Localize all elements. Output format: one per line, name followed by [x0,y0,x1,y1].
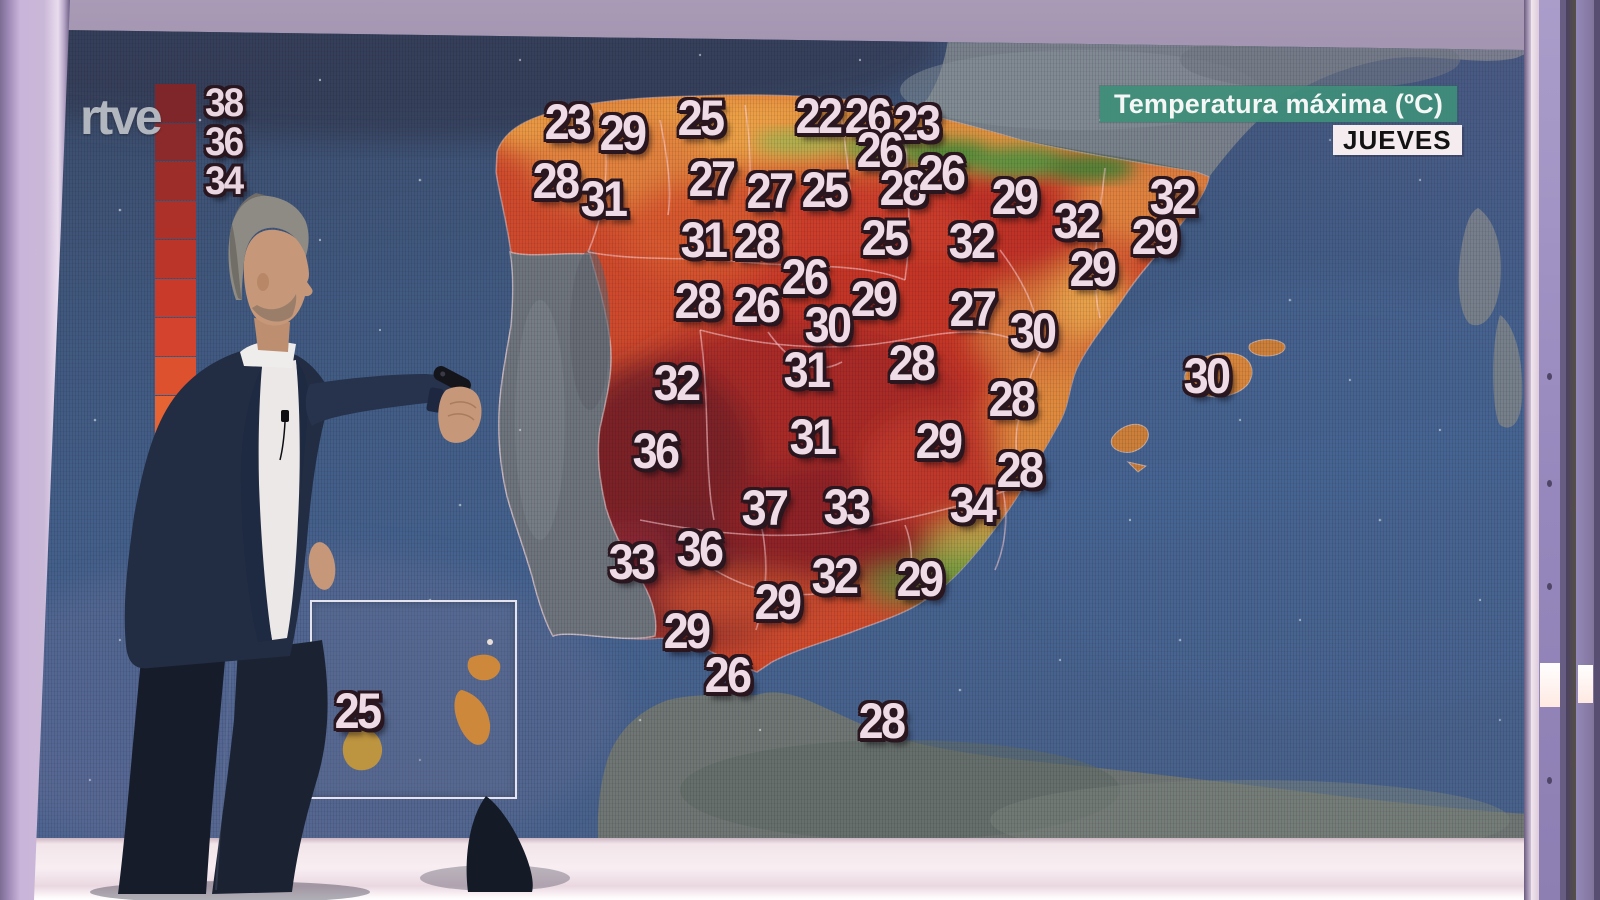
temp-label: 29 [663,603,711,659]
temp-label: 32 [1053,193,1101,249]
temp-label: 30 [804,297,852,353]
canary-islands-inset [310,600,517,799]
temp-label: 28 [733,213,781,269]
gran-canaria-island [342,728,383,771]
temp-label: 26 [918,145,966,201]
legend-scale-label: 34 [205,159,244,203]
temp-label: 26 [844,88,892,144]
temp-label: 33 [608,534,656,590]
temp-label: 30 [1009,303,1057,359]
temp-label: 29 [1069,241,1117,297]
heat-shading [496,95,1209,645]
light-reflection [1578,665,1593,703]
temp-label: 23 [544,94,592,150]
temp-label: 28 [674,273,722,329]
studio-right-column [1524,0,1600,900]
temp-label: 28 [858,693,906,749]
temp-label: 26 [856,122,904,178]
map-title-badge: Temperatura máxima (ºC) [1100,86,1458,122]
legend-color-step [155,123,196,161]
legend-color-step [155,84,196,122]
temp-label: 31 [680,212,728,268]
panel-rivet [1547,583,1552,590]
presenter-leg [212,640,328,894]
temp-label: 23 [893,95,941,151]
presenter-shirt [258,360,300,640]
temp-label: 29 [850,271,898,327]
temp-label: 28 [888,335,936,391]
presenter-clicker [433,366,471,394]
light-reflection [1540,663,1560,707]
temp-label: 25 [334,683,382,739]
temp-label: 22 [795,88,843,144]
temp-label: 29 [599,105,647,161]
corsica-island [1458,208,1502,326]
temp-label: 27 [688,151,736,207]
legend-color-step [155,279,196,317]
legend-scale-label: 38 [205,81,244,125]
temp-label: 28 [532,153,580,209]
temp-label: 34 [949,477,997,533]
temp-label: 29 [1131,209,1179,265]
temp-label: 30 [1183,348,1231,404]
panel-rivet [1547,777,1552,784]
temp-label: 29 [991,169,1039,225]
temp-label: 32 [948,213,996,269]
fuerteventura-island [454,690,491,745]
temp-label: 32 [1149,169,1197,225]
temp-label: 29 [754,574,802,630]
temp-label: 28 [988,371,1036,427]
temp-label: 32 [653,355,701,411]
day-badge: JUEVES [1333,125,1462,155]
lanzarote-island [467,654,501,681]
legend-scale-label: 36 [205,120,244,164]
temp-label: 26 [781,249,829,305]
temperature-scale-labels: 38 36 34 [205,81,246,203]
presenter-arm [305,374,452,426]
lapel-microphone [281,410,289,422]
temp-label: 31 [783,342,831,398]
presenter-shoe [466,796,533,892]
panel-rivet [1547,480,1552,487]
sardinia-island [1493,315,1523,428]
legend-color-step [155,240,196,278]
temp-label: 28 [996,442,1044,498]
temp-label: 27 [949,281,997,337]
temp-label: 26 [733,277,781,333]
temp-label: 25 [861,210,909,266]
presenter-hair [228,195,309,300]
temp-label: 29 [915,413,963,469]
temp-label: 25 [677,90,725,146]
temp-label: 31 [789,409,837,465]
temp-label: 36 [632,423,680,479]
canary-islands-map [312,639,501,771]
temp-label: 26 [704,647,752,703]
panel-rivet [1547,373,1552,380]
temp-label: 36 [676,521,724,577]
temp-label: 29 [896,551,944,607]
legend-color-step [155,162,196,200]
temp-label: 31 [580,171,628,227]
legend-color-step [155,201,196,239]
temp-label: 27 [746,163,794,219]
temp-label: 37 [741,480,789,536]
temp-label: 28 [879,160,927,216]
presenter-leg [118,650,226,894]
province-borders [587,104,1106,631]
balearic-islands [1110,339,1286,473]
la-graciosa-island [487,639,493,645]
legend-color-step [155,318,196,356]
temperature-scale-bar [155,84,196,474]
rtve-logo: rtve [80,89,163,145]
temp-label: 32 [811,548,859,604]
presenter-hand [438,386,482,443]
mountain-greens [755,130,1135,181]
temp-label: 25 [801,162,849,218]
temp-label: 33 [823,479,871,535]
